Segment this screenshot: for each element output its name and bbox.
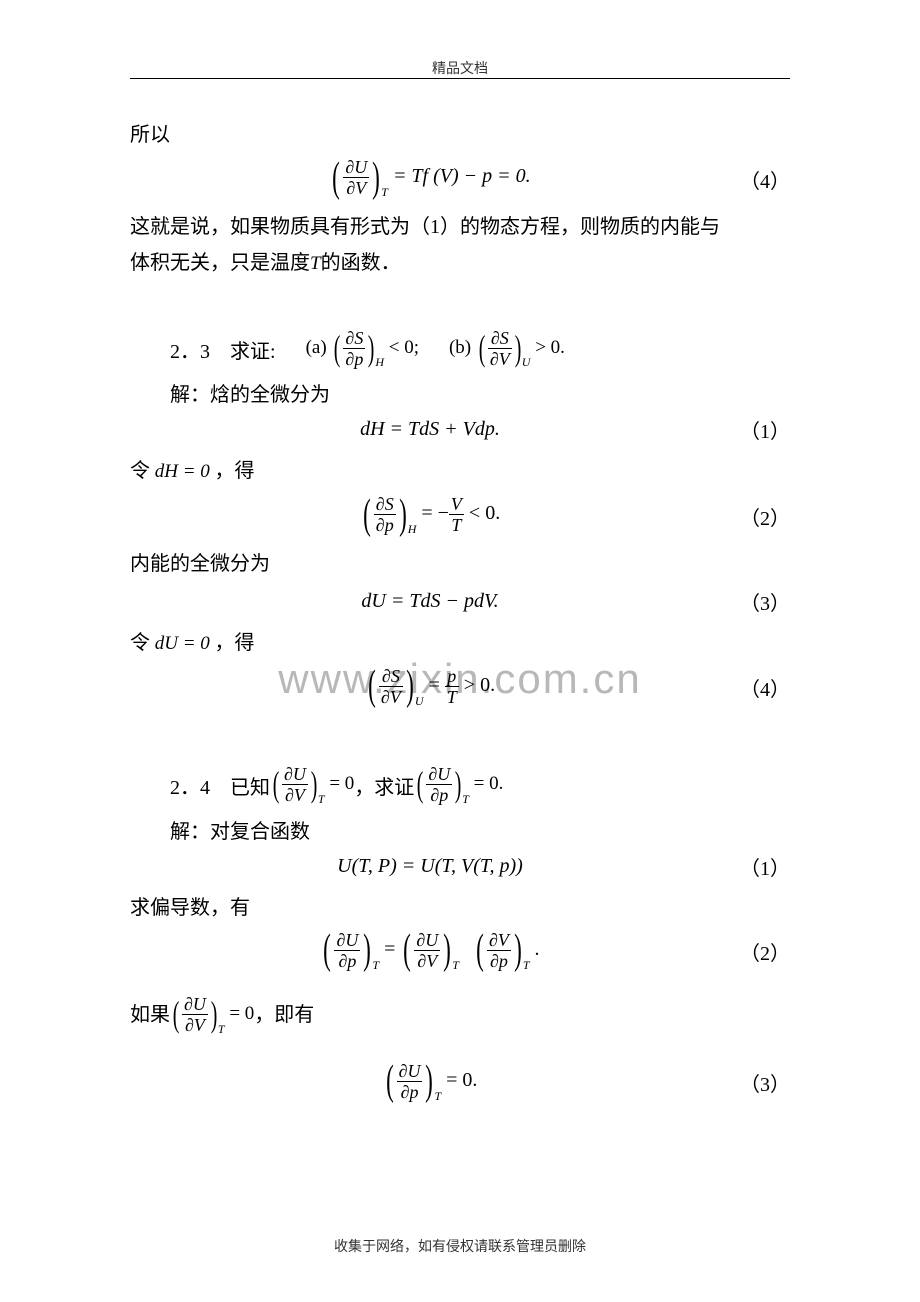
equation-2b: (∂U∂p)T = (∂U∂V)T(∂V∂p)T . （2） (130, 931, 790, 973)
header-rule (130, 78, 790, 79)
equation-4b: (∂S∂V)U = pT > 0. （4） (130, 667, 790, 709)
eq-number: （1） (730, 415, 790, 444)
text-line: 所以 (130, 120, 790, 150)
eq-number: （1） (730, 852, 790, 881)
problem-2-4: 2．4 已知 (∂U∂V)T = 0 ，求证 (∂U∂p)T = 0. (130, 765, 790, 807)
text-line: 令 dH = 0 ，得 (130, 456, 790, 487)
equation-4: (∂∂UU∂V)T = Tf (V) − p = 0. （4） (130, 158, 790, 200)
text-line: 解：焓的全微分为 (130, 378, 790, 407)
equation-3: dU = TdS − pdV. （3） (130, 587, 790, 616)
text-line: 令 dU = 0 ，得 (130, 628, 790, 659)
text-line: 体积无关，只是温度T的函数． (130, 248, 790, 279)
footer-text: 收集于网络，如有侵权请联系管理员删除 (334, 1240, 586, 1255)
page-footer: 收集于网络，如有侵权请联系管理员删除 (0, 1236, 920, 1256)
text-line: 解：对复合函数 (130, 815, 790, 844)
text-line: 这就是说，如果物质具有形式为（1）的物态方程，则物质的内能与 (130, 212, 790, 242)
eq-number: （2） (730, 502, 790, 531)
equation-1: dH = TdS + Vdp. （1） (130, 415, 790, 444)
eq-number: （2） (730, 937, 790, 966)
header-text: 精品文档 (432, 62, 488, 77)
text-line: 如果(∂U∂V)T = 0，即有 (130, 995, 790, 1038)
page-header: 精品文档 (0, 58, 920, 78)
equation-1b: U(T, P) = U(T, V(T, p)) （1） (130, 852, 790, 881)
content-area: 所以 (∂∂UU∂V)T = Tf (V) − p = 0. （4） 这就是说，… (130, 120, 790, 1116)
eq-number: （3） (730, 587, 790, 616)
eq-number: （4） (730, 673, 790, 702)
problem-2-3: 2．3 求证: (a) (∂S∂p)H < 0; (b) (∂S∂V)U > 0… (130, 329, 790, 371)
text-line: 内能的全微分为 (130, 549, 790, 579)
eq-number: （3） (730, 1068, 790, 1097)
text-line: 求偏导数，有 (130, 893, 790, 923)
equation-2: (∂S∂p)H = −VT < 0. （2） (130, 495, 790, 537)
equation-3b: (∂U∂p)T = 0. （3） (130, 1062, 790, 1104)
eq-number: （4） (730, 165, 790, 194)
eq-rhs: = Tf (V) − p = 0. (388, 165, 531, 187)
